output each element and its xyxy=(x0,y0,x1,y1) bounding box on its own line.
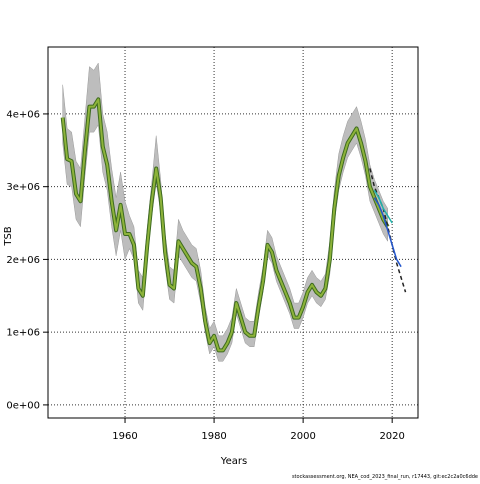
y-tick-label: 4e+06 xyxy=(6,109,40,120)
footnote: stockassessment.org, NEA_cod_2023_final_… xyxy=(292,474,478,480)
y-tick-label: 3e+06 xyxy=(6,182,40,193)
plot-frame xyxy=(47,46,419,419)
y-tick-label: 2e+06 xyxy=(6,255,40,266)
x-tick-label: 2000 xyxy=(290,431,315,442)
line xyxy=(61,98,389,352)
line xyxy=(373,189,393,224)
x-axis-label: Years xyxy=(220,456,247,467)
x-tick-label: 1960 xyxy=(112,431,137,442)
x-tick-label: 1980 xyxy=(201,431,226,442)
y-tick-label: 1e+06 xyxy=(6,328,40,339)
y-axis-label: TSB xyxy=(3,226,14,246)
x-tick-label: 2020 xyxy=(379,431,404,442)
line xyxy=(369,168,407,293)
line xyxy=(373,197,402,268)
y-tick-label: 0e+00 xyxy=(6,400,40,411)
